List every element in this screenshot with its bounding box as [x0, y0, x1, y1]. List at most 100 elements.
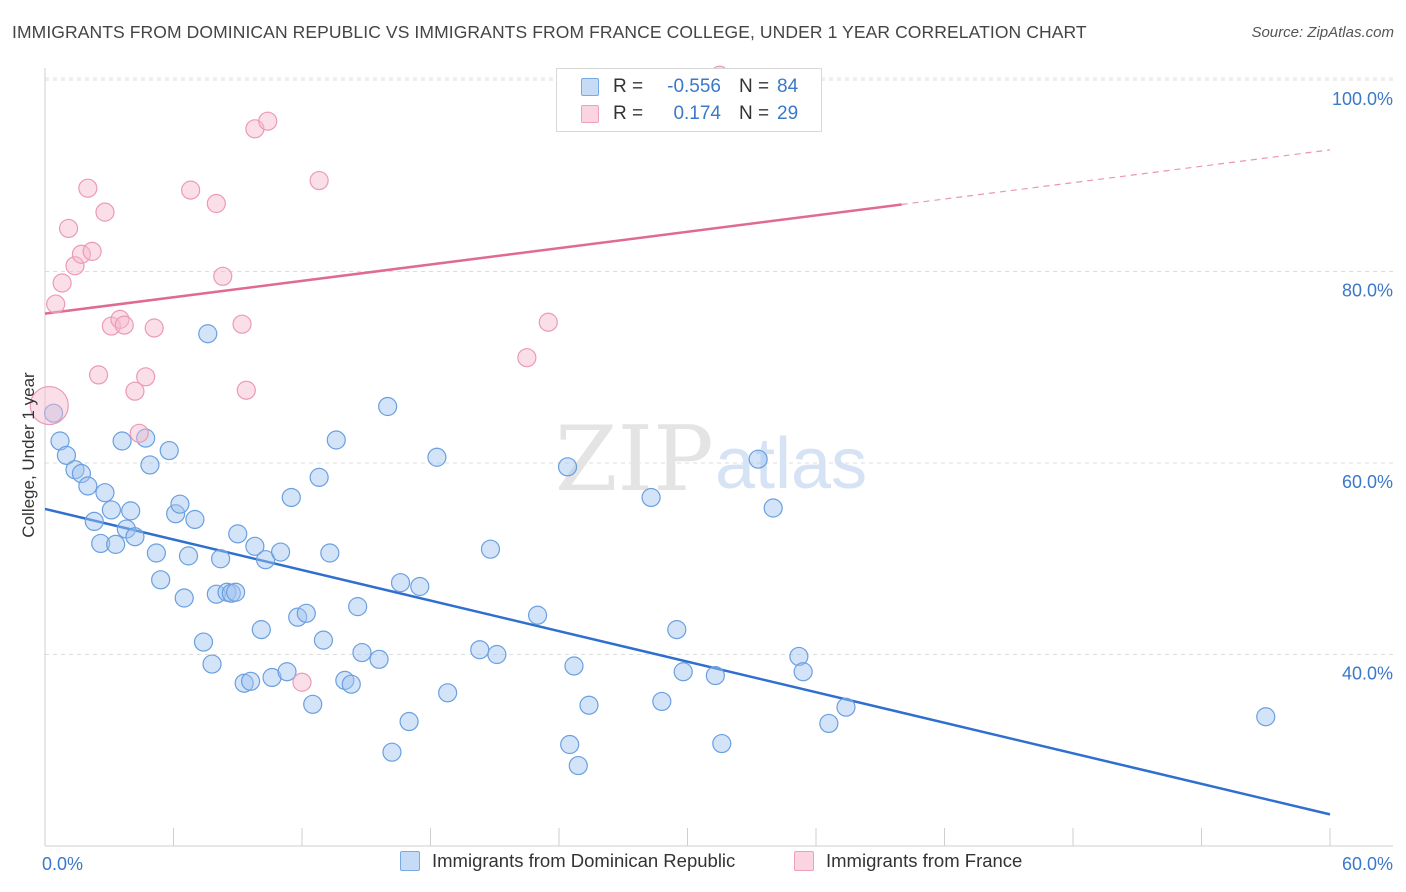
point-france — [206, 193, 226, 214]
point-france — [95, 202, 115, 222]
point-dominican — [819, 713, 839, 734]
point-dominican — [296, 603, 316, 623]
point-dominican — [1256, 707, 1276, 727]
point-dominican — [326, 430, 346, 450]
point-france — [258, 111, 278, 131]
point-dominican — [178, 546, 199, 566]
trend-line-0 — [44, 507, 1331, 816]
legend-item-france[interactable]: Immigrants from France — [794, 850, 1022, 872]
point-dominican — [557, 457, 578, 477]
point-dominican — [84, 511, 104, 532]
point-france — [136, 367, 156, 387]
y-axis-label: College, Under 1 year — [19, 372, 38, 538]
point-france — [46, 294, 66, 314]
point-dominican — [43, 403, 64, 423]
point-france — [29, 385, 69, 426]
point-dominican — [174, 588, 194, 608]
point-france — [88, 365, 109, 385]
point-dominican — [763, 498, 783, 518]
tick-labels: 100.0% 80.0% 60.0% 40.0% 0.0% 60.0% — [42, 89, 1393, 874]
point-dominican — [564, 656, 584, 676]
point-dominican — [125, 527, 145, 547]
point-dominican — [748, 449, 768, 469]
n-label: N = — [739, 103, 770, 124]
point-dominican — [390, 573, 411, 593]
legend-swatch-dominican — [400, 851, 420, 871]
point-dominican — [251, 620, 271, 640]
point-france — [52, 273, 72, 293]
point-dominican — [641, 487, 661, 508]
point-dominican — [399, 711, 419, 732]
n-value-france: 29 — [777, 103, 799, 124]
point-france — [78, 178, 98, 198]
n-label: N = — [739, 76, 770, 97]
point-dominican — [198, 324, 218, 344]
point-dominican — [568, 755, 588, 776]
watermark-zip: ZIP — [555, 407, 714, 512]
point-france — [538, 312, 558, 332]
r-label: R = — [613, 103, 644, 124]
point-dominican — [71, 463, 92, 484]
point-dominican — [146, 543, 166, 563]
point-dominican — [789, 646, 809, 667]
point-dominican — [341, 674, 361, 694]
point-dominican — [410, 576, 430, 597]
point-france — [58, 218, 79, 239]
point-dominican — [382, 742, 402, 762]
x-tick-label-max: 60.0% — [1342, 854, 1393, 874]
point-dominican — [91, 533, 111, 554]
legend-swatch-dominican — [581, 78, 599, 96]
point-dominican — [378, 396, 398, 417]
legend-label-france: Immigrants from France — [826, 850, 1023, 871]
legend-swatch-france — [581, 105, 599, 123]
legend-row-dominican: R = -0.556 N = 84 — [557, 73, 798, 101]
point-dominican — [106, 534, 126, 554]
legend-swatch-france — [794, 851, 814, 871]
point-dominican — [255, 550, 276, 570]
point-dominican — [281, 487, 301, 508]
point-france — [129, 423, 149, 443]
point-dominican — [151, 570, 171, 590]
point-france — [144, 318, 164, 338]
point-france — [65, 256, 85, 276]
watermark-atlas: atlas — [715, 424, 867, 504]
point-dominican — [667, 620, 687, 640]
y-tick-label: 80.0% — [1342, 281, 1393, 301]
point-dominican — [309, 467, 329, 487]
axes — [44, 68, 1393, 847]
r-value-dominican: -0.556 — [667, 76, 721, 97]
correlation-legend: R = -0.556 N = 84 R = 0.174 N = 29 — [556, 68, 822, 132]
point-dominican — [352, 642, 372, 663]
point-dominican — [166, 504, 186, 524]
point-france — [232, 314, 252, 334]
point-dominican — [101, 500, 121, 520]
y-tick-label: 100.0% — [1332, 89, 1393, 109]
point-dominican — [369, 649, 389, 669]
point-dominican — [121, 501, 141, 521]
trend-line-solid-1 — [44, 203, 902, 315]
x-tick-label-min: 0.0% — [42, 854, 83, 874]
point-france — [181, 180, 201, 200]
chart-title: IMMIGRANTS FROM DOMINICAN REPUBLIC VS IM… — [12, 22, 1087, 42]
point-dominican — [673, 662, 693, 682]
point-france — [236, 380, 256, 400]
point-france — [82, 241, 102, 261]
point-dominican — [527, 605, 548, 625]
point-dominican — [427, 447, 447, 467]
trend-lines — [44, 149, 1331, 816]
legend-row-france: R = 0.174 N = 29 — [557, 100, 798, 128]
point-france — [125, 381, 145, 401]
point-dominican — [202, 654, 222, 674]
point-dominican — [211, 549, 231, 569]
point-dominican — [579, 695, 599, 715]
y-tick-label: 60.0% — [1342, 472, 1393, 492]
series-legend: Immigrants from Dominican Republic Immig… — [0, 850, 1406, 878]
point-dominican — [226, 582, 246, 602]
point-france — [292, 672, 312, 692]
point-france — [213, 266, 233, 286]
legend-item-dominican[interactable]: Immigrants from Dominican Republic — [400, 850, 735, 872]
point-dominican — [480, 539, 501, 559]
legend-label-dominican: Immigrants from Dominican Republic — [432, 850, 736, 871]
r-value-france: 0.174 — [673, 103, 721, 124]
